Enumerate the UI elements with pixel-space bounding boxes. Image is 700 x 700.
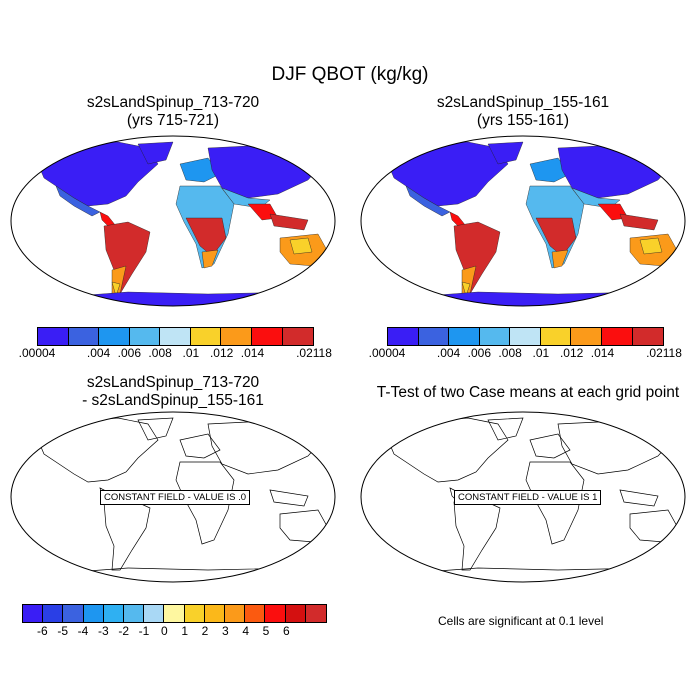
panel-subtitle: - s2sLandSpinup_155-161 xyxy=(82,392,264,409)
colorbar-tick-label: .00004 xyxy=(368,346,406,360)
panel-subtitle: (yrs 155-161) xyxy=(476,112,570,129)
colorbar-cell xyxy=(99,328,130,345)
colorbar-tick-label: -2 xyxy=(118,624,129,638)
colorbar-tick-label: -6 xyxy=(36,624,48,638)
colorbar-cell xyxy=(144,605,165,622)
colorbar-cell xyxy=(164,605,185,622)
colorbar-top-right xyxy=(387,327,664,346)
colorbar-labels-top-left: .00004 .004 .006 .008 .01 .012 .014 .02118 xyxy=(19,346,332,362)
colorbar-cell xyxy=(63,605,84,622)
colorbar-cell xyxy=(479,328,511,345)
colorbar-labels-top-right: .00004 .004 .006 .008 .01 .012 .014 .02118 xyxy=(369,346,682,362)
colorbar-cell xyxy=(449,328,480,345)
colorbar-cell xyxy=(38,328,69,345)
colorbar-tick-label: .004 xyxy=(436,346,461,360)
colorbar-difference xyxy=(22,604,327,623)
colorbar-cell xyxy=(184,605,205,622)
colorbar-tick-label: -5 xyxy=(57,624,68,638)
panel-title: s2sLandSpinup_713-720 xyxy=(86,94,260,111)
colorbar-tick-label: .012 xyxy=(209,346,234,360)
colorbar-tick-label: .012 xyxy=(559,346,584,360)
colorbar-cell xyxy=(190,328,222,345)
colorbar-tick-label: .004 xyxy=(86,346,111,360)
colorbar-cell xyxy=(282,328,314,345)
panel-title-top-left: s2sLandSpinup_713-720 (yrs 715-721) xyxy=(8,94,338,130)
colorbar-cell xyxy=(245,605,266,622)
colorbar-top-left xyxy=(37,327,314,346)
colorbar-cell xyxy=(124,605,145,622)
colorbar-cell xyxy=(251,328,283,345)
colorbar-tick-label: 6 xyxy=(282,624,290,638)
colorbar-cell xyxy=(225,605,246,622)
colorbar-tick-label: 3 xyxy=(221,624,229,638)
colorbar-tick-label: .00004 xyxy=(18,346,56,360)
colorbar-cell xyxy=(103,605,125,622)
colorbar-cell xyxy=(204,605,226,622)
colorbar-labels-difference: -6 -5 -4 -3 -2 -1 0 1 2 3 4 5 6 xyxy=(22,624,325,640)
colorbar-cell xyxy=(160,328,191,345)
colorbar-cell xyxy=(632,328,664,345)
panel-title-bottom-left: s2sLandSpinup_713-720 - s2sLandSpinup_15… xyxy=(8,374,338,410)
colorbar-cell xyxy=(285,605,306,622)
colorbar-cell xyxy=(540,328,572,345)
colorbar-cell xyxy=(265,605,286,622)
significance-note: Cells are significant at 0.1 level xyxy=(438,614,604,628)
map-top-right xyxy=(360,135,686,307)
colorbar-tick-label: .02118 xyxy=(296,346,332,360)
colorbar-tick-label: .008 xyxy=(498,346,522,360)
colorbar-cell xyxy=(221,328,252,345)
colorbar-cell xyxy=(305,605,327,622)
colorbar-cell xyxy=(83,605,104,622)
colorbar-tick-label: 2 xyxy=(201,624,209,638)
colorbar-cell xyxy=(388,328,419,345)
colorbar-cell xyxy=(571,328,602,345)
panel-title-bottom-right: T-Test of two Case means at each grid po… xyxy=(376,384,680,401)
colorbar-tick-label: .02118 xyxy=(646,346,682,360)
colorbar-tick-label: .01 xyxy=(182,346,200,360)
colorbar-tick-label: 1 xyxy=(181,624,188,638)
panel-subtitle: (yrs 715-721) xyxy=(126,112,220,129)
colorbar-tick-label: 4 xyxy=(242,624,249,638)
colorbar-tick-label: .006 xyxy=(117,346,142,360)
constant-field-message-left: CONSTANT FIELD - VALUE IS .0 xyxy=(100,490,251,505)
constant-field-message-right: CONSTANT FIELD - VALUE IS 1 xyxy=(454,490,602,505)
colorbar-cell xyxy=(43,605,64,622)
colorbar-cell xyxy=(68,328,100,345)
colorbar-tick-label: .014 xyxy=(240,346,265,360)
colorbar-cell xyxy=(23,605,44,622)
colorbar-cell xyxy=(418,328,450,345)
colorbar-tick-label: -3 xyxy=(97,624,109,638)
colorbar-tick-label: -4 xyxy=(77,624,89,638)
panel-title-top-right: s2sLandSpinup_155-161 (yrs 155-161) xyxy=(358,94,688,130)
colorbar-tick-label: 5 xyxy=(262,624,270,638)
colorbar-tick-label: 0 xyxy=(160,624,168,638)
colorbar-tick-label: .014 xyxy=(590,346,615,360)
map-top-left xyxy=(10,135,336,307)
colorbar-cell xyxy=(601,328,633,345)
panel-title: s2sLandSpinup_713-720 xyxy=(86,374,260,391)
colorbar-tick-label: -1 xyxy=(138,624,150,638)
colorbar-tick-label: .01 xyxy=(532,346,550,360)
colorbar-cell xyxy=(510,328,541,345)
colorbar-tick-label: .008 xyxy=(148,346,172,360)
colorbar-cell xyxy=(129,328,161,345)
panel-title: s2sLandSpinup_155-161 xyxy=(436,94,610,111)
colorbar-tick-label: .006 xyxy=(467,346,492,360)
figure-title: DJF QBOT (kg/kg) xyxy=(271,64,429,85)
